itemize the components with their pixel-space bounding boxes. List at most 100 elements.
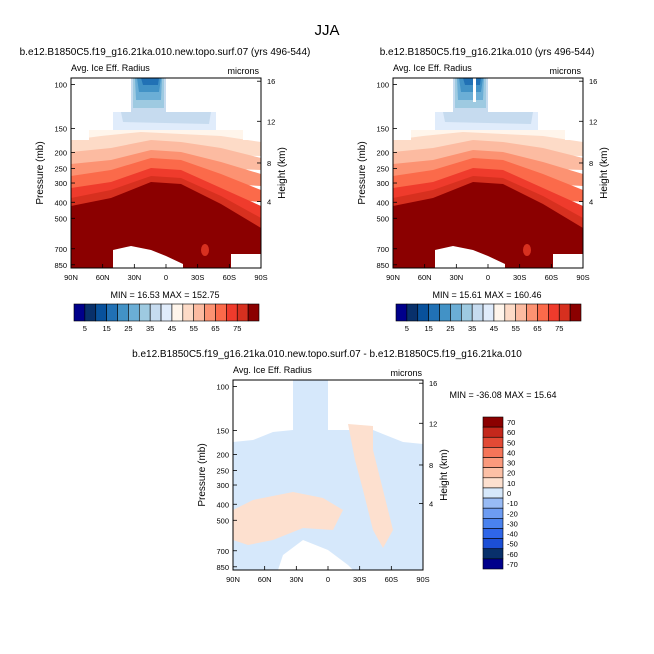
colorbar-segment [226, 303, 238, 322]
colorbar-label: 65 [533, 324, 541, 333]
pressure-tick-label: 200 [216, 451, 229, 460]
variable-label: Avg. Ice Eff. Radius [71, 63, 150, 73]
colorbar-segment [558, 303, 571, 322]
colorbar-segment [128, 303, 140, 322]
colorbar-segment [84, 303, 97, 322]
colorbar-label: -50 [507, 540, 518, 549]
height-tick-label: 16 [589, 77, 597, 86]
pressure-axis-title: Pressure (mb) [357, 141, 368, 204]
colorbar-label: 55 [512, 324, 520, 333]
latitude-tick-label: 60S [385, 575, 398, 584]
colorbar-segment [493, 303, 506, 322]
latitude-tick-label: 30N [449, 273, 463, 282]
latitude-tick-label: 60N [418, 273, 432, 282]
min-max-stats: MIN = 16.53 MAX = 152.75 [110, 290, 219, 300]
colorbar-label: -10 [507, 499, 518, 508]
panel-title: b.e12.B1850C5.f19_g16.21ka.010.new.topo.… [132, 349, 522, 360]
min-max-stats: MIN = -36.08 MAX = 15.64 [449, 390, 556, 400]
colorbar-label: 45 [490, 324, 498, 333]
topography-mask [231, 254, 261, 268]
colorbar-segment [482, 548, 504, 560]
pressure-tick-label: 250 [216, 467, 229, 476]
latitude-axis: 90N 60N 30N 0 30S 60S 90S [226, 575, 430, 584]
contour-field [233, 380, 423, 570]
latitude-tick-label: 90S [416, 575, 429, 584]
pressure-tick-label: 850 [54, 261, 67, 270]
colorbar-segment [482, 447, 504, 458]
latitude-tick-label: 30N [289, 575, 303, 584]
missing-data-region [243, 130, 261, 140]
pressure-tick-label: 200 [376, 149, 389, 158]
units-label: microns [227, 66, 259, 76]
pressure-tick-label: 200 [54, 149, 67, 158]
latitude-axis: 90N 60N 30N 0 30S 60S 90S [386, 273, 590, 282]
missing-data-region [488, 78, 583, 112]
pressure-axis: 100 150 200 250 300 400 500 700 850 [216, 382, 229, 571]
pressure-tick-label: 100 [216, 382, 229, 391]
colorbar-segment [428, 303, 440, 322]
missing-data-region [216, 112, 261, 130]
plot-frame [70, 77, 262, 269]
latitude-tick-label: 90S [254, 273, 267, 282]
colorbar-label: 0 [507, 489, 511, 498]
colorbar-labels: 5 15 25 35 45 55 65 75 [83, 324, 242, 333]
topography-mask [553, 254, 583, 268]
pressure-tick-label: 500 [54, 214, 67, 223]
pressure-tick-label: 150 [216, 427, 229, 436]
colorbar-segment [537, 303, 549, 322]
height-axis: 16 12 8 4 [589, 77, 597, 206]
latitude-tick-label: 60S [223, 273, 236, 282]
pressure-axis: 100 150 200 250 300 400 500 700 850 [54, 80, 67, 269]
height-tick-label: 12 [267, 117, 275, 126]
colorbar-labels: 5 15 25 35 45 55 65 75 [405, 324, 564, 333]
pressure-tick-label: 700 [376, 245, 389, 254]
colorbar [482, 416, 504, 570]
pressure-axis-title: Pressure (mb) [35, 141, 46, 204]
colorbar-segment [193, 303, 205, 322]
colorbar-label: 75 [555, 324, 563, 333]
colorbar-segment [406, 303, 419, 322]
height-axis: 16 12 8 4 [429, 379, 437, 508]
pressure-tick-label: 250 [54, 165, 67, 174]
colorbar-segment [482, 538, 504, 550]
contour-band [233, 492, 343, 545]
colorbar-segment [482, 507, 504, 519]
colorbar-label: 75 [233, 324, 241, 333]
topography-mask [113, 246, 183, 268]
missing-data-region [233, 380, 293, 430]
latitude-tick-label: 90N [386, 273, 400, 282]
height-tick-label: 8 [429, 461, 433, 470]
colorbar-segment [482, 487, 504, 499]
height-tick-label: 8 [267, 159, 271, 168]
colorbar-segment [482, 303, 495, 322]
pressure-tick-label: 300 [54, 179, 67, 188]
missing-data-gap [473, 78, 476, 102]
variable-label: Avg. Ice Eff. Radius [233, 365, 312, 375]
colorbar-label: -20 [507, 509, 518, 518]
panel-title: b.e12.B1850C5.f19_g16.21ka.010 (yrs 496-… [380, 47, 595, 58]
contour-blob [523, 244, 531, 256]
colorbar-segment [106, 303, 118, 322]
colorbar-segment [504, 303, 517, 322]
colorbar-label: 55 [190, 324, 198, 333]
height-tick-label: 16 [267, 77, 275, 86]
colorbar-label: 45 [168, 324, 176, 333]
missing-data-region [538, 112, 583, 130]
missing-data-region [393, 78, 453, 112]
colorbar-label: -60 [507, 550, 518, 559]
pressure-axis-title: Pressure (mb) [197, 443, 208, 506]
contour-band [141, 78, 159, 85]
figure-title: JJA [314, 22, 339, 39]
colorbar-segment [236, 303, 249, 322]
height-tick-label: 4 [589, 197, 593, 206]
latitude-tick-label: 0 [164, 273, 168, 282]
pressure-tick-label: 400 [376, 198, 389, 207]
colorbar-segment [548, 303, 560, 322]
colorbar-labels: 70 60 50 40 30 20 10 0 -10 -20 -30 -40 -… [507, 418, 518, 569]
panel-title: b.e12.B1850C5.f19_g16.21ka.010.new.topo.… [20, 47, 311, 58]
colorbar-segment [482, 518, 504, 529]
colorbar-segment [482, 467, 504, 479]
pressure-tick-label: 400 [54, 198, 67, 207]
colorbar [73, 303, 260, 322]
colorbar-segment [171, 303, 184, 322]
